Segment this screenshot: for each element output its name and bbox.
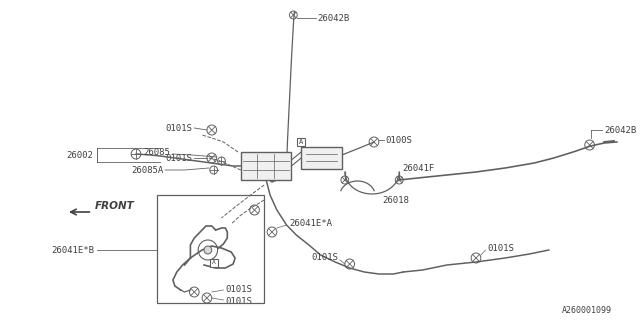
Text: 0101S: 0101S: [488, 244, 515, 252]
Text: 0101S: 0101S: [225, 298, 252, 307]
Text: 26042B: 26042B: [604, 125, 636, 134]
Text: 26041E*B: 26041E*B: [51, 245, 94, 254]
Text: 0101S: 0101S: [311, 253, 338, 262]
Text: 26041F: 26041F: [402, 164, 435, 172]
Bar: [157, 195, 264, 303]
Text: 26085: 26085: [143, 148, 170, 156]
Text: 0101S: 0101S: [166, 124, 193, 132]
Text: 26002: 26002: [66, 150, 93, 159]
Text: 26018: 26018: [383, 196, 410, 204]
Bar: [301, 147, 342, 169]
Text: A: A: [212, 260, 216, 266]
Bar: [297, 138, 305, 146]
Text: FRONT: FRONT: [95, 201, 135, 211]
Text: 0100S: 0100S: [386, 135, 413, 145]
Text: A: A: [299, 139, 303, 145]
Circle shape: [204, 246, 212, 254]
Text: 0101S: 0101S: [166, 154, 193, 163]
Text: 26042B: 26042B: [317, 13, 350, 22]
Text: 26085A: 26085A: [131, 165, 163, 174]
Text: 0101S: 0101S: [225, 285, 252, 294]
Bar: [241, 152, 291, 180]
Text: A260001099: A260001099: [562, 306, 612, 315]
Text: 26041E*A: 26041E*A: [289, 219, 332, 228]
Bar: [210, 259, 218, 267]
